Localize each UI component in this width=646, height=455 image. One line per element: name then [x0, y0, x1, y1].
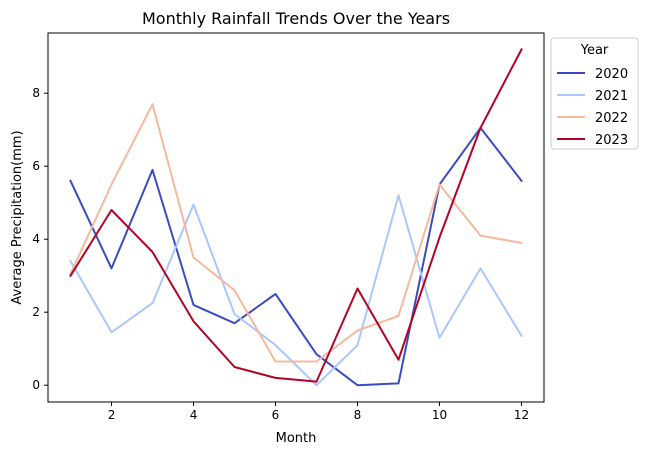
x-axis-label: Month: [276, 431, 317, 446]
plot-frame: [47, 32, 545, 403]
legend-title: Year: [580, 43, 609, 58]
y-tick-label: 0: [32, 378, 40, 392]
x-tick-label: 4: [190, 408, 198, 422]
x-tick-label: 8: [354, 408, 362, 422]
axis-ticks: 2 4 6 8 10 12 0 2 4 6 8: [32, 86, 529, 422]
series-line-2021: [69, 194, 523, 387]
legend: Year 2020 2021 2022 2023: [550, 37, 639, 150]
legend-label-2021: 2021: [595, 89, 628, 104]
series-lines: [69, 48, 523, 387]
x-tick-label: 12: [514, 408, 529, 422]
series-line-2022: [69, 103, 523, 363]
legend-label-2023: 2023: [595, 133, 628, 148]
chart-title: Monthly Rainfall Trends Over the Years: [142, 9, 450, 28]
legend-frame: [550, 37, 639, 150]
x-tick-label: 10: [432, 408, 447, 422]
series-line-2023: [69, 48, 523, 383]
series-line-2020: [69, 126, 523, 387]
legend-label-2022: 2022: [595, 111, 628, 126]
legend-label-2020: 2020: [595, 67, 628, 82]
y-tick-label: 8: [32, 86, 40, 100]
x-tick-label: 2: [108, 408, 116, 422]
x-tick-label: 6: [272, 408, 280, 422]
y-tick-label: 4: [32, 232, 40, 246]
y-tick-label: 2: [32, 305, 40, 319]
y-tick-label: 6: [32, 159, 40, 173]
y-axis-label: Average Precipitation(mm): [10, 130, 25, 304]
